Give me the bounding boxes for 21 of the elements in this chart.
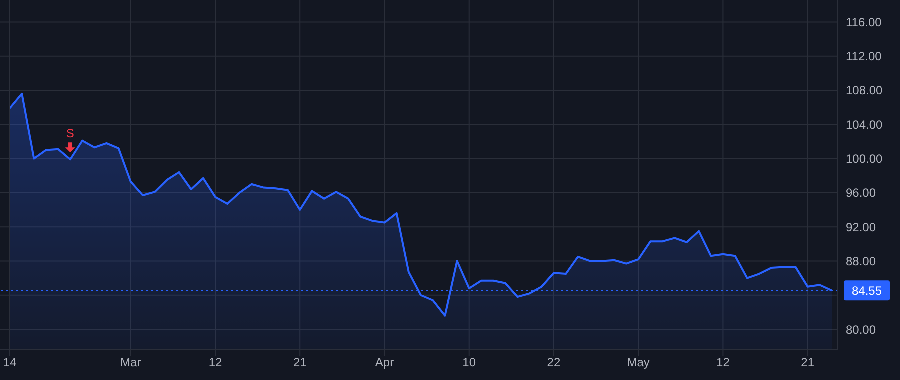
y-tick-label: 88.00: [846, 254, 876, 268]
x-tick-label: 10: [462, 356, 476, 370]
annotation: S: [66, 126, 74, 141]
y-tick-label: 80.00: [846, 322, 876, 337]
y-tick-label: 96.00: [846, 186, 876, 200]
x-tick-label: Apr: [375, 356, 394, 370]
x-tick-label: May: [627, 356, 650, 370]
x-tick-label: 21: [801, 356, 815, 370]
x-tick-label: 12: [716, 356, 730, 370]
y-tick-label: 116.00: [846, 15, 882, 30]
y-tick-label: 104.00: [846, 118, 884, 132]
x-tick-label: Mar: [120, 356, 142, 370]
y-tick-label: 100.00: [846, 152, 884, 166]
y-tick-label: 108.00: [846, 84, 884, 98]
x-tick-label: 22: [547, 356, 561, 370]
x-tick-label: 14: [3, 356, 17, 370]
y-tick-label: 112.00: [846, 50, 882, 64]
y-tick-label: 92.00: [846, 220, 876, 234]
x-tick-label: 12: [208, 356, 222, 370]
x-tick-label: 21: [293, 356, 308, 370]
ref-line-label: 84.55: [852, 284, 882, 298]
